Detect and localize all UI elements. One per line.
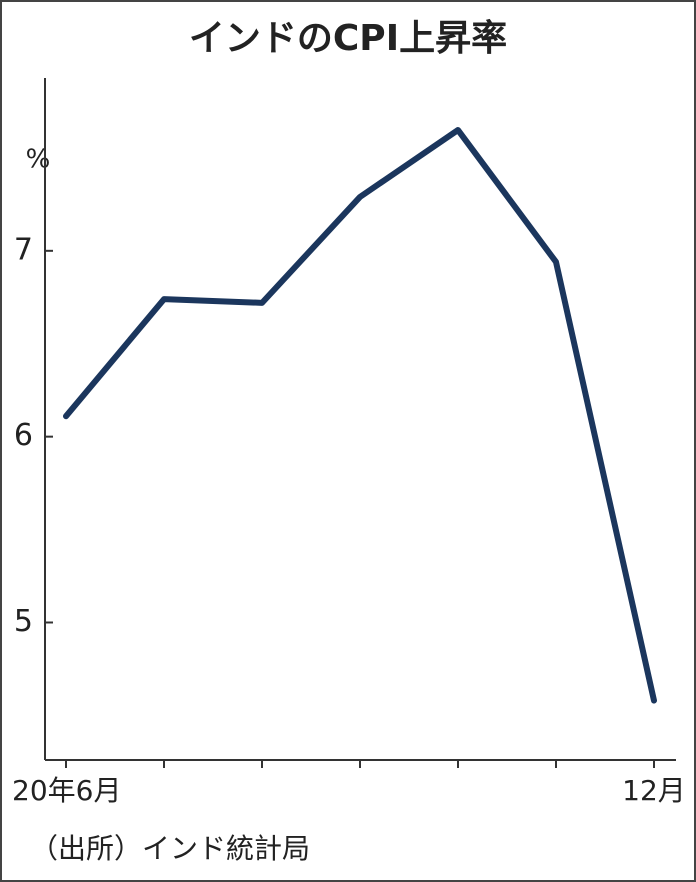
- line-series: [63, 127, 657, 704]
- source: （出所）インド統計局: [30, 832, 310, 865]
- x-tick-label: 20年6月: [12, 774, 121, 807]
- y-unit: %: [26, 145, 51, 175]
- y-tick-label: 5: [14, 604, 33, 639]
- y-tick-label: 6: [14, 418, 33, 453]
- y-tick-label: 7: [14, 232, 33, 267]
- x-tick-label: 12月: [622, 774, 686, 807]
- chart-title: インドのCPI上昇率: [189, 18, 507, 59]
